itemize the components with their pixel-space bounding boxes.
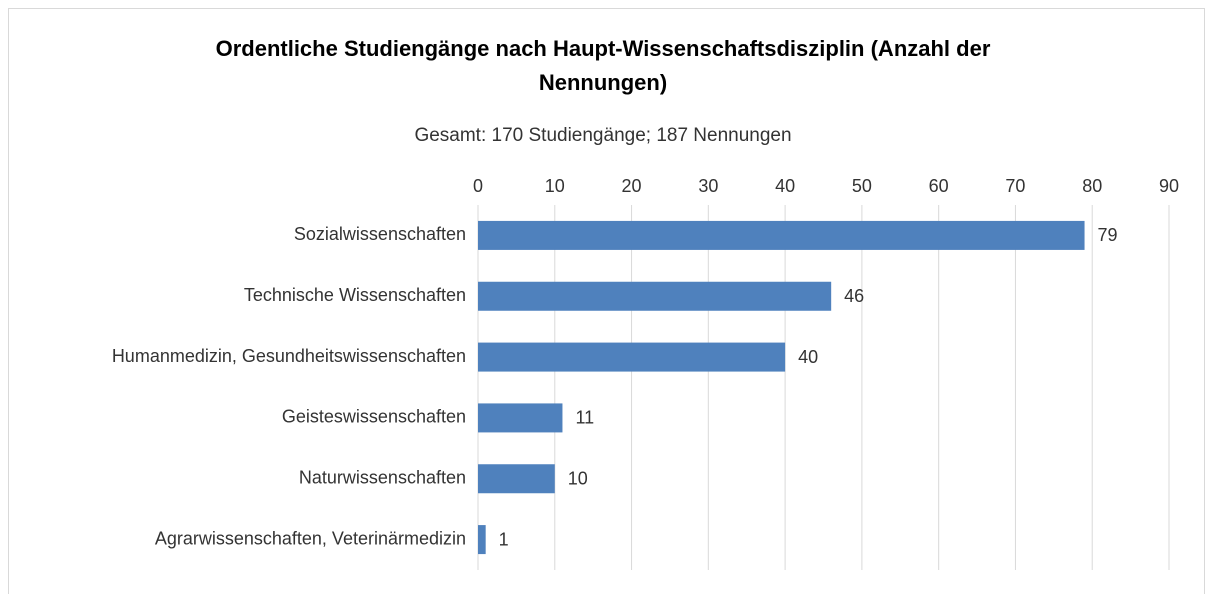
x-tick-label: 60	[929, 176, 949, 196]
x-tick-label: 80	[1082, 176, 1102, 196]
x-tick-label: 10	[545, 176, 565, 196]
value-label: 10	[568, 469, 588, 489]
bar	[478, 342, 786, 372]
chart-border	[8, 8, 1205, 594]
x-tick-label: 90	[1159, 176, 1179, 196]
y-tick-label: Sozialwissenschaften	[294, 224, 466, 244]
y-tick-label: Technische Wissenschaften	[244, 285, 466, 305]
y-tick-label: Geisteswissenschaften	[282, 407, 466, 427]
x-tick-label: 0	[473, 176, 483, 196]
x-tick-label: 50	[852, 176, 872, 196]
x-tick-label: 70	[1005, 176, 1025, 196]
chart-title: Ordentliche Studiengänge nach Haupt-Wiss…	[215, 36, 991, 95]
value-label: 46	[844, 286, 864, 306]
value-label: 79	[1098, 225, 1118, 245]
y-tick-label: Naturwissenschaften	[299, 468, 466, 488]
value-label: 11	[575, 408, 594, 428]
chart-subtitle: Gesamt: 170 Studiengänge; 187 Nennungen	[414, 125, 791, 146]
bar	[478, 403, 563, 433]
bar	[478, 525, 486, 555]
bar	[478, 220, 1085, 250]
bar	[478, 281, 832, 311]
y-tick-label: Agrarwissenschaften, Veterinärmedizin	[155, 528, 466, 548]
value-label: 40	[798, 347, 818, 367]
x-tick-label: 20	[622, 176, 642, 196]
value-label: 1	[499, 529, 509, 549]
bar	[478, 464, 555, 494]
x-tick-label: 40	[775, 176, 795, 196]
x-tick-label: 30	[698, 176, 718, 196]
y-tick-label: Humanmedizin, Gesundheitswissenschaften	[112, 346, 466, 366]
